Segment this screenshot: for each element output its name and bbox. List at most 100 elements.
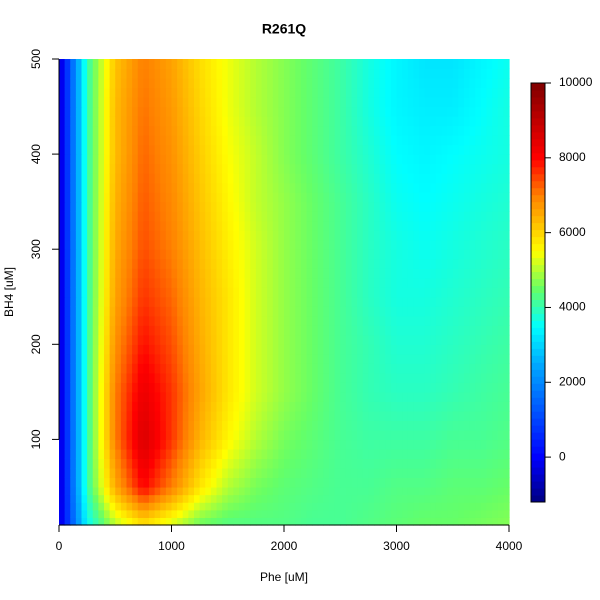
contour-cell	[182, 325, 189, 336]
contour-cell	[244, 230, 251, 241]
contour-cell	[149, 182, 156, 193]
contour-cell	[165, 59, 173, 70]
contour-cell	[385, 106, 392, 117]
contour-cell	[250, 344, 257, 355]
contour-cell	[351, 420, 358, 431]
contour-cell	[272, 502, 279, 511]
contour-cell	[239, 467, 246, 479]
contour-cell	[205, 154, 212, 165]
contour-cell	[137, 325, 144, 336]
contour-cell	[458, 144, 465, 155]
contour-cell	[317, 420, 324, 431]
contour-cell	[469, 429, 476, 441]
contour-cell	[362, 258, 369, 269]
contour-cell	[104, 116, 111, 127]
contour-cell	[132, 420, 139, 431]
contour-cell	[177, 182, 184, 193]
contour-cell	[255, 220, 263, 231]
contour-cell	[92, 135, 99, 146]
contour-cell	[396, 325, 403, 336]
contour-cell	[464, 116, 471, 127]
contour-cell	[284, 87, 291, 98]
contour-cell	[70, 211, 77, 222]
contour-cell	[452, 268, 459, 279]
contour-cell	[289, 287, 296, 298]
contour-cell	[244, 68, 251, 79]
contour-cell	[390, 173, 398, 184]
contour-cell	[75, 78, 83, 89]
contour-cell	[362, 486, 369, 496]
colorbar-segment	[531, 131, 545, 140]
contour-cell	[109, 391, 116, 402]
contour-cell	[323, 296, 330, 307]
contour-cell	[329, 249, 336, 260]
contour-cell	[306, 287, 313, 298]
contour-cell	[272, 277, 279, 288]
contour-cell	[419, 477, 426, 488]
contour-cell	[177, 163, 184, 174]
contour-cell	[368, 334, 375, 345]
contour-cell	[205, 325, 212, 336]
contour-cell	[272, 192, 279, 203]
contour-cell	[126, 363, 133, 374]
contour-cell	[244, 277, 251, 288]
contour-cell	[255, 429, 263, 441]
contour-cell	[239, 173, 246, 184]
contour-cell	[92, 509, 99, 518]
contour-cell	[210, 353, 218, 364]
contour-cell	[160, 502, 167, 511]
contour-cell	[300, 372, 308, 383]
contour-cell	[222, 182, 229, 193]
contour-cell	[160, 78, 167, 89]
contour-cell	[480, 494, 488, 503]
contour-cell	[75, 391, 83, 402]
contour-cell	[486, 420, 493, 431]
contour-cell	[126, 144, 133, 155]
contour-cell	[407, 135, 414, 146]
contour-cell	[222, 517, 229, 526]
contour-cell	[154, 59, 161, 70]
contour-cell	[334, 106, 341, 117]
contour-cell	[160, 315, 167, 326]
contour-cell	[424, 135, 431, 146]
contour-cell	[222, 239, 229, 250]
contour-cell	[390, 258, 398, 269]
contour-cell	[447, 258, 454, 269]
contour-cell	[464, 439, 471, 450]
contour-cell	[81, 372, 88, 383]
contour-cell	[239, 429, 246, 441]
contour-cell	[469, 154, 476, 165]
contour-cell	[390, 211, 398, 222]
contour-cell	[390, 135, 398, 146]
contour-cell	[92, 315, 99, 326]
contour-cell	[165, 125, 173, 136]
contour-cell	[75, 306, 83, 317]
contour-cell	[413, 192, 420, 203]
contour-cell	[104, 135, 111, 146]
contour-cell	[278, 277, 285, 288]
contour-cell	[233, 296, 240, 307]
contour-cell	[267, 97, 274, 108]
contour-cell	[216, 502, 223, 511]
contour-cell	[70, 258, 77, 269]
contour-cell	[81, 230, 88, 241]
contour-cell	[222, 382, 229, 393]
contour-cell	[194, 477, 201, 488]
contour-cell	[64, 353, 71, 364]
contour-cell	[154, 363, 161, 374]
contour-cell	[104, 163, 111, 174]
contour-cell	[441, 477, 448, 488]
contour-cell	[250, 268, 257, 279]
contour-cell	[452, 125, 459, 136]
contour-cell	[486, 106, 493, 117]
contour-cell	[430, 144, 437, 155]
contour-cell	[368, 106, 375, 117]
contour-cell	[497, 173, 504, 184]
contour-cell	[419, 363, 426, 374]
contour-cell	[464, 458, 471, 469]
contour-cell	[458, 59, 465, 70]
contour-cell	[177, 97, 184, 108]
colorbar-segment	[531, 411, 545, 419]
contour-cell	[255, 173, 263, 184]
contour-cell	[284, 182, 291, 193]
